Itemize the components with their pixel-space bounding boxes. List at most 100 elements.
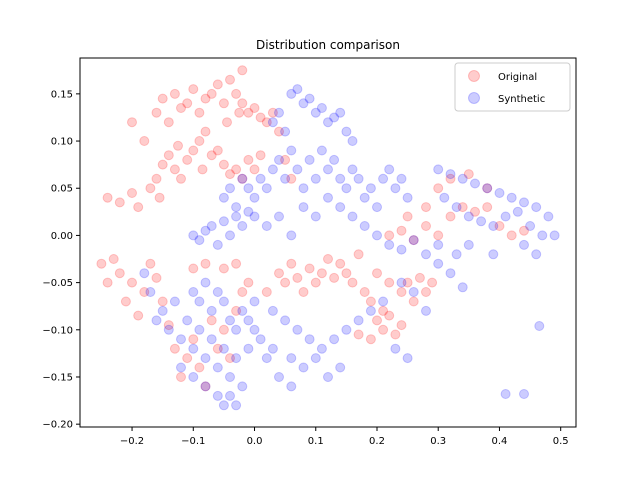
data-point-synthetic	[341, 183, 352, 194]
data-point-original	[384, 310, 395, 321]
data-point-synthetic	[157, 305, 168, 316]
data-point-synthetic	[188, 372, 199, 382]
data-point-synthetic	[323, 164, 333, 175]
data-point-original	[243, 107, 254, 118]
data-point-synthetic	[286, 230, 297, 241]
data-point-synthetic	[249, 211, 260, 222]
y-tick-label: −0.15	[42, 372, 73, 383]
data-point-original	[194, 136, 205, 146]
data-point-synthetic	[249, 296, 260, 307]
data-point-synthetic	[231, 324, 242, 335]
legend-marker-synthetic	[468, 92, 480, 104]
data-point-original	[212, 145, 223, 156]
y-tick-label: −0.05	[42, 278, 73, 289]
data-point-synthetic	[390, 183, 401, 194]
data-point-synthetic	[188, 343, 199, 354]
legend-box	[454, 62, 571, 112]
data-point-original	[200, 126, 211, 137]
data-point-original	[197, 164, 208, 175]
axes-frame	[79, 57, 577, 428]
data-point-original	[506, 230, 517, 241]
data-point-original	[396, 225, 407, 236]
data-point-original	[249, 164, 260, 175]
data-point-original	[255, 150, 266, 161]
legend-marker-original	[468, 70, 480, 82]
data-point-synthetic	[292, 84, 303, 95]
data-point-synthetic	[519, 239, 529, 250]
data-point-synthetic	[304, 93, 315, 104]
data-point-synthetic	[267, 117, 278, 128]
data-point-synthetic	[249, 192, 260, 203]
data-point-synthetic	[261, 353, 272, 364]
data-point-synthetic	[176, 362, 186, 373]
data-point-synthetic	[212, 287, 223, 297]
data-point-synthetic	[200, 225, 211, 236]
data-point-original	[218, 98, 229, 109]
data-point-synthetic	[225, 372, 235, 382]
data-point-original	[218, 159, 229, 170]
data-point-original	[341, 268, 352, 279]
data-point-synthetic	[543, 211, 554, 222]
data-point-synthetic	[194, 235, 205, 246]
data-point-original	[114, 197, 125, 208]
data-point-synthetic	[335, 173, 346, 184]
data-point-synthetic	[457, 173, 468, 184]
x-tick-label: −0.2	[120, 436, 144, 447]
x-tick-label: 0.2	[369, 436, 385, 447]
data-point-original	[176, 173, 186, 184]
data-point-synthetic	[298, 183, 309, 194]
data-point-synthetic	[188, 287, 199, 297]
data-point-original	[445, 173, 456, 184]
data-point-original	[396, 320, 407, 331]
data-point-original	[414, 272, 425, 283]
data-point-original	[353, 249, 364, 260]
data-point-original	[482, 183, 493, 194]
y-tick-label: 0.00	[51, 231, 73, 242]
data-point-original	[176, 103, 186, 113]
data-point-original	[157, 296, 168, 307]
x-tick-label: −0.1	[181, 436, 205, 447]
data-point-synthetic	[298, 202, 309, 213]
x-tick-label: 0.1	[308, 436, 324, 447]
data-point-synthetic	[280, 173, 291, 184]
data-point-original	[206, 88, 217, 99]
data-point-original	[433, 230, 444, 241]
data-point-synthetic	[463, 211, 474, 222]
data-point-synthetic	[451, 202, 462, 213]
data-point-original	[212, 79, 223, 90]
data-point-original	[212, 343, 223, 354]
y-tick-label: 0.10	[51, 137, 73, 148]
data-point-synthetic	[396, 277, 407, 288]
data-point-synthetic	[384, 239, 395, 250]
data-point-synthetic	[286, 381, 297, 392]
data-point-synthetic	[396, 244, 407, 255]
data-point-synthetic	[225, 183, 235, 194]
data-point-synthetic	[378, 296, 389, 307]
data-point-synthetic	[286, 88, 297, 99]
data-point-synthetic	[255, 334, 266, 345]
data-point-original	[237, 173, 248, 184]
data-point-synthetic	[261, 221, 272, 231]
data-point-synthetic	[494, 188, 505, 198]
data-point-synthetic	[341, 324, 352, 335]
data-point-synthetic	[286, 145, 297, 156]
data-point-synthetic	[396, 173, 407, 184]
data-point-synthetic	[323, 117, 333, 128]
data-point-original	[384, 277, 395, 288]
data-point-synthetic	[298, 362, 309, 373]
data-point-original	[237, 287, 248, 297]
data-point-original	[445, 211, 456, 222]
data-point-original	[372, 315, 382, 326]
data-point-synthetic	[243, 315, 254, 326]
data-point-synthetic	[365, 183, 376, 194]
data-point-synthetic	[384, 164, 395, 175]
data-point-synthetic	[218, 216, 229, 227]
legend-label-original: Original	[498, 72, 537, 83]
data-point-synthetic	[267, 343, 278, 354]
data-point-synthetic	[231, 202, 242, 213]
data-point-synthetic	[335, 107, 346, 118]
data-point-original	[365, 334, 376, 345]
data-point-synthetic	[237, 381, 248, 392]
data-point-original	[261, 287, 272, 297]
data-point-synthetic	[280, 315, 291, 326]
